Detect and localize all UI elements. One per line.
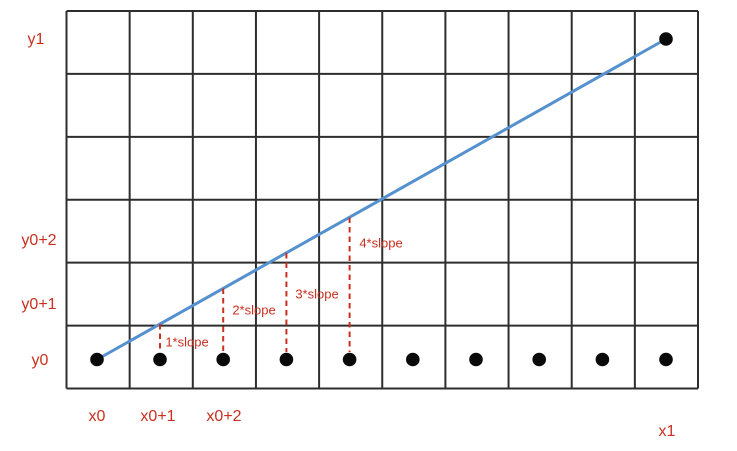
pixel-dot-bottom-0 — [90, 352, 104, 367]
pixel-dot-bottom-6 — [469, 352, 483, 367]
slope-label-2-slope: 2*slope — [232, 302, 276, 318]
pixel-dot-bottom-7 — [532, 352, 546, 367]
slope-label-1-slope: 1*slope — [165, 334, 209, 350]
axis-label-x0-2: x0+2 — [206, 408, 242, 425]
slope-label-3-slope: 3*slope — [295, 286, 339, 302]
slope-dashed-lines — [159, 217, 351, 352]
axis-label-x1: x1 — [658, 423, 676, 440]
pixel-dot-bottom-2 — [216, 352, 230, 367]
pixel-dot-top-right — [659, 32, 673, 46]
pixel-dot-bottom-8 — [595, 352, 610, 367]
interpolated-line — [95, 37, 668, 361]
pixel-dot-bottom-1 — [153, 352, 167, 367]
axis-label-y1: y1 — [27, 31, 45, 48]
grid-lines — [65, 10, 699, 390]
axis-label-x0: x0 — [88, 408, 106, 425]
pixel-dot-bottom-5 — [406, 352, 420, 367]
axis-label-y0-1: y0+1 — [21, 296, 57, 313]
pixel-center-dots — [90, 32, 673, 367]
pixel-dot-bottom-4 — [342, 352, 357, 367]
pixel-dot-bottom-3 — [279, 352, 294, 367]
slope-label-4-slope: 4*slope — [359, 235, 403, 251]
axis-label-x0-1: x0+1 — [140, 408, 176, 425]
axis-label-y0-2: y0+2 — [21, 232, 57, 249]
pixel-dot-bottom-9 — [659, 352, 673, 367]
axis-label-y0: y0 — [31, 352, 49, 369]
line-x0y0-to-x1y1 — [95, 37, 668, 361]
